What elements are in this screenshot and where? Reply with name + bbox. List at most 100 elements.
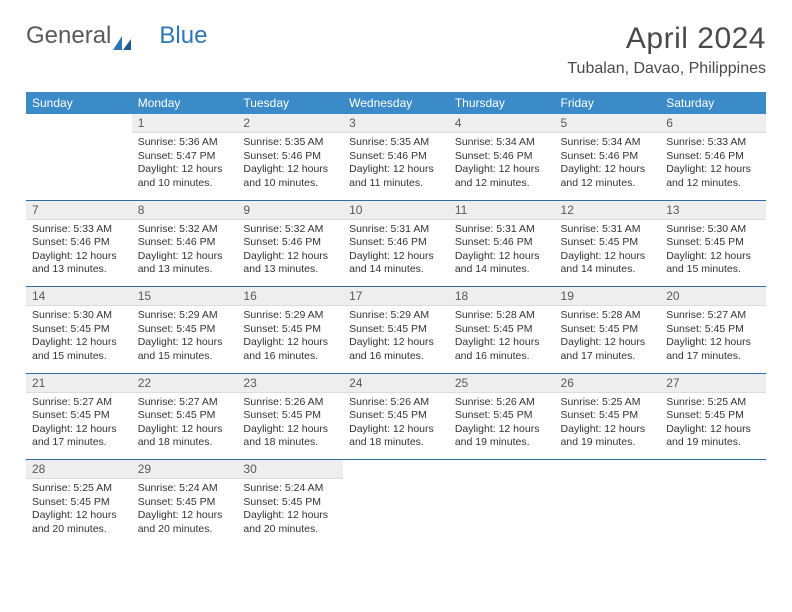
day-header: Friday [555, 92, 661, 114]
sunset-text: Sunset: 5:45 PM [455, 323, 549, 337]
day-details: Sunrise: 5:30 AMSunset: 5:45 PMDaylight:… [26, 306, 132, 368]
sunrise-text: Sunrise: 5:26 AM [243, 396, 337, 410]
sunrise-text: Sunrise: 5:32 AM [138, 223, 232, 237]
daylight-text: Daylight: 12 hours and 10 minutes. [243, 163, 337, 190]
day-details: Sunrise: 5:27 AMSunset: 5:45 PMDaylight:… [660, 306, 766, 368]
daylight-text: Daylight: 12 hours and 20 minutes. [138, 509, 232, 536]
day-number: 20 [660, 287, 766, 306]
sunset-text: Sunset: 5:45 PM [32, 409, 126, 423]
day-cell: 25Sunrise: 5:26 AMSunset: 5:45 PMDayligh… [449, 374, 555, 460]
sunset-text: Sunset: 5:45 PM [138, 323, 232, 337]
sunrise-text: Sunrise: 5:29 AM [349, 309, 443, 323]
week-row: 7Sunrise: 5:33 AMSunset: 5:46 PMDaylight… [26, 201, 766, 287]
day-details: Sunrise: 5:36 AMSunset: 5:47 PMDaylight:… [132, 133, 238, 195]
day-cell: 11Sunrise: 5:31 AMSunset: 5:46 PMDayligh… [449, 201, 555, 287]
daylight-text: Daylight: 12 hours and 15 minutes. [32, 336, 126, 363]
day-cell: 10Sunrise: 5:31 AMSunset: 5:46 PMDayligh… [343, 201, 449, 287]
sunrise-text: Sunrise: 5:27 AM [138, 396, 232, 410]
header-right: April 2024 Tubalan, Davao, Philippines [567, 22, 766, 78]
day-cell: 9Sunrise: 5:32 AMSunset: 5:46 PMDaylight… [237, 201, 343, 287]
day-cell [343, 460, 449, 546]
brand-part2: Blue [159, 22, 207, 50]
day-details: Sunrise: 5:31 AMSunset: 5:46 PMDaylight:… [449, 220, 555, 282]
sunrise-text: Sunrise: 5:29 AM [243, 309, 337, 323]
sunset-text: Sunset: 5:46 PM [138, 236, 232, 250]
sunset-text: Sunset: 5:46 PM [561, 150, 655, 164]
daylight-text: Daylight: 12 hours and 16 minutes. [455, 336, 549, 363]
sunrise-text: Sunrise: 5:36 AM [138, 136, 232, 150]
day-cell: 17Sunrise: 5:29 AMSunset: 5:45 PMDayligh… [343, 287, 449, 373]
sunrise-text: Sunrise: 5:24 AM [138, 482, 232, 496]
sunrise-text: Sunrise: 5:31 AM [349, 223, 443, 237]
day-number: 4 [449, 114, 555, 133]
day-number: 7 [26, 201, 132, 220]
sunrise-text: Sunrise: 5:34 AM [455, 136, 549, 150]
sunset-text: Sunset: 5:46 PM [243, 236, 337, 250]
location-text: Tubalan, Davao, Philippines [567, 60, 766, 78]
day-details: Sunrise: 5:33 AMSunset: 5:46 PMDaylight:… [660, 133, 766, 195]
week-row: 1Sunrise: 5:36 AMSunset: 5:47 PMDaylight… [26, 114, 766, 200]
week-row: 14Sunrise: 5:30 AMSunset: 5:45 PMDayligh… [26, 287, 766, 373]
day-cell: 23Sunrise: 5:26 AMSunset: 5:45 PMDayligh… [237, 374, 343, 460]
day-cell: 4Sunrise: 5:34 AMSunset: 5:46 PMDaylight… [449, 114, 555, 200]
day-number: 26 [555, 374, 661, 393]
calendar-page: General Blue April 2024 Tubalan, Davao, … [0, 0, 792, 546]
sunrise-text: Sunrise: 5:29 AM [138, 309, 232, 323]
sunset-text: Sunset: 5:45 PM [138, 496, 232, 510]
daylight-text: Daylight: 12 hours and 17 minutes. [561, 336, 655, 363]
day-cell: 3Sunrise: 5:35 AMSunset: 5:46 PMDaylight… [343, 114, 449, 200]
day-details: Sunrise: 5:28 AMSunset: 5:45 PMDaylight:… [449, 306, 555, 368]
day-number: 14 [26, 287, 132, 306]
day-number: 1 [132, 114, 238, 133]
daylight-text: Daylight: 12 hours and 16 minutes. [243, 336, 337, 363]
day-number: 6 [660, 114, 766, 133]
day-number: 17 [343, 287, 449, 306]
page-header: General Blue April 2024 Tubalan, Davao, … [26, 22, 766, 78]
sunset-text: Sunset: 5:46 PM [455, 236, 549, 250]
day-details: Sunrise: 5:34 AMSunset: 5:46 PMDaylight:… [449, 133, 555, 195]
day-header: Sunday [26, 92, 132, 114]
sunset-text: Sunset: 5:45 PM [666, 409, 760, 423]
day-details: Sunrise: 5:29 AMSunset: 5:45 PMDaylight:… [237, 306, 343, 368]
calendar-table: SundayMondayTuesdayWednesdayThursdayFrid… [26, 92, 766, 546]
day-number: 13 [660, 201, 766, 220]
day-cell: 15Sunrise: 5:29 AMSunset: 5:45 PMDayligh… [132, 287, 238, 373]
sunrise-text: Sunrise: 5:25 AM [666, 396, 760, 410]
day-number: 25 [449, 374, 555, 393]
sunset-text: Sunset: 5:45 PM [349, 323, 443, 337]
sunset-text: Sunset: 5:45 PM [138, 409, 232, 423]
day-details: Sunrise: 5:32 AMSunset: 5:46 PMDaylight:… [237, 220, 343, 282]
sunrise-text: Sunrise: 5:24 AM [243, 482, 337, 496]
sunrise-text: Sunrise: 5:27 AM [666, 309, 760, 323]
sunset-text: Sunset: 5:46 PM [455, 150, 549, 164]
sunset-text: Sunset: 5:45 PM [561, 236, 655, 250]
day-details: Sunrise: 5:32 AMSunset: 5:46 PMDaylight:… [132, 220, 238, 282]
daylight-text: Daylight: 12 hours and 19 minutes. [455, 423, 549, 450]
day-number: 3 [343, 114, 449, 133]
day-cell: 8Sunrise: 5:32 AMSunset: 5:46 PMDaylight… [132, 201, 238, 287]
day-cell: 24Sunrise: 5:26 AMSunset: 5:45 PMDayligh… [343, 374, 449, 460]
daylight-text: Daylight: 12 hours and 17 minutes. [666, 336, 760, 363]
daylight-text: Daylight: 12 hours and 17 minutes. [32, 423, 126, 450]
day-header: Tuesday [237, 92, 343, 114]
day-header: Wednesday [343, 92, 449, 114]
daylight-text: Daylight: 12 hours and 13 minutes. [243, 250, 337, 277]
day-details: Sunrise: 5:24 AMSunset: 5:45 PMDaylight:… [237, 479, 343, 541]
day-cell: 18Sunrise: 5:28 AMSunset: 5:45 PMDayligh… [449, 287, 555, 373]
week-row: 28Sunrise: 5:25 AMSunset: 5:45 PMDayligh… [26, 460, 766, 546]
sunrise-text: Sunrise: 5:35 AM [243, 136, 337, 150]
day-header: Saturday [660, 92, 766, 114]
day-number: 5 [555, 114, 661, 133]
sunrise-text: Sunrise: 5:25 AM [561, 396, 655, 410]
day-details: Sunrise: 5:27 AMSunset: 5:45 PMDaylight:… [26, 393, 132, 455]
daylight-text: Daylight: 12 hours and 13 minutes. [138, 250, 232, 277]
day-cell: 6Sunrise: 5:33 AMSunset: 5:46 PMDaylight… [660, 114, 766, 200]
daylight-text: Daylight: 12 hours and 15 minutes. [138, 336, 232, 363]
daylight-text: Daylight: 12 hours and 19 minutes. [666, 423, 760, 450]
day-cell: 29Sunrise: 5:24 AMSunset: 5:45 PMDayligh… [132, 460, 238, 546]
day-details: Sunrise: 5:30 AMSunset: 5:45 PMDaylight:… [660, 220, 766, 282]
sunset-text: Sunset: 5:45 PM [243, 496, 337, 510]
day-number: 10 [343, 201, 449, 220]
brand-part1: General [26, 22, 111, 50]
sunrise-text: Sunrise: 5:25 AM [32, 482, 126, 496]
